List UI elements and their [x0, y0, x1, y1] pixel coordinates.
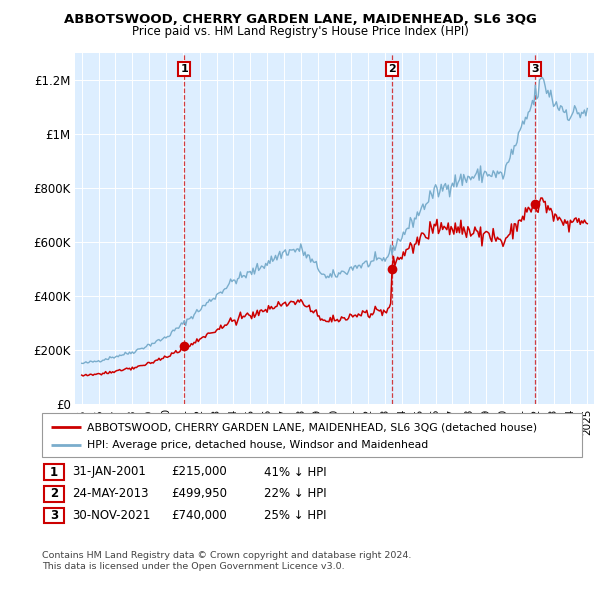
Text: HPI: Average price, detached house, Windsor and Maidenhead: HPI: Average price, detached house, Wind…	[87, 440, 428, 450]
Text: 25% ↓ HPI: 25% ↓ HPI	[264, 509, 326, 522]
Text: Price paid vs. HM Land Registry's House Price Index (HPI): Price paid vs. HM Land Registry's House …	[131, 25, 469, 38]
Text: £215,000: £215,000	[171, 466, 227, 478]
Text: 22% ↓ HPI: 22% ↓ HPI	[264, 487, 326, 500]
Text: £499,950: £499,950	[171, 487, 227, 500]
Text: 31-JAN-2001: 31-JAN-2001	[72, 466, 146, 478]
Text: 1: 1	[181, 64, 188, 74]
Text: ABBOTSWOOD, CHERRY GARDEN LANE, MAIDENHEAD, SL6 3QG (detached house): ABBOTSWOOD, CHERRY GARDEN LANE, MAIDENHE…	[87, 422, 537, 432]
Text: Contains HM Land Registry data © Crown copyright and database right 2024.: Contains HM Land Registry data © Crown c…	[42, 551, 412, 560]
Text: ABBOTSWOOD, CHERRY GARDEN LANE, MAIDENHEAD, SL6 3QG: ABBOTSWOOD, CHERRY GARDEN LANE, MAIDENHE…	[64, 13, 536, 26]
Text: 3: 3	[50, 509, 58, 522]
Text: 1: 1	[50, 466, 58, 478]
Text: 3: 3	[532, 64, 539, 74]
Text: 2: 2	[388, 64, 395, 74]
Text: 30-NOV-2021: 30-NOV-2021	[72, 509, 151, 522]
Text: 2: 2	[50, 487, 58, 500]
Text: 41% ↓ HPI: 41% ↓ HPI	[264, 466, 326, 478]
Text: This data is licensed under the Open Government Licence v3.0.: This data is licensed under the Open Gov…	[42, 562, 344, 571]
Text: £740,000: £740,000	[171, 509, 227, 522]
Text: 24-MAY-2013: 24-MAY-2013	[72, 487, 149, 500]
